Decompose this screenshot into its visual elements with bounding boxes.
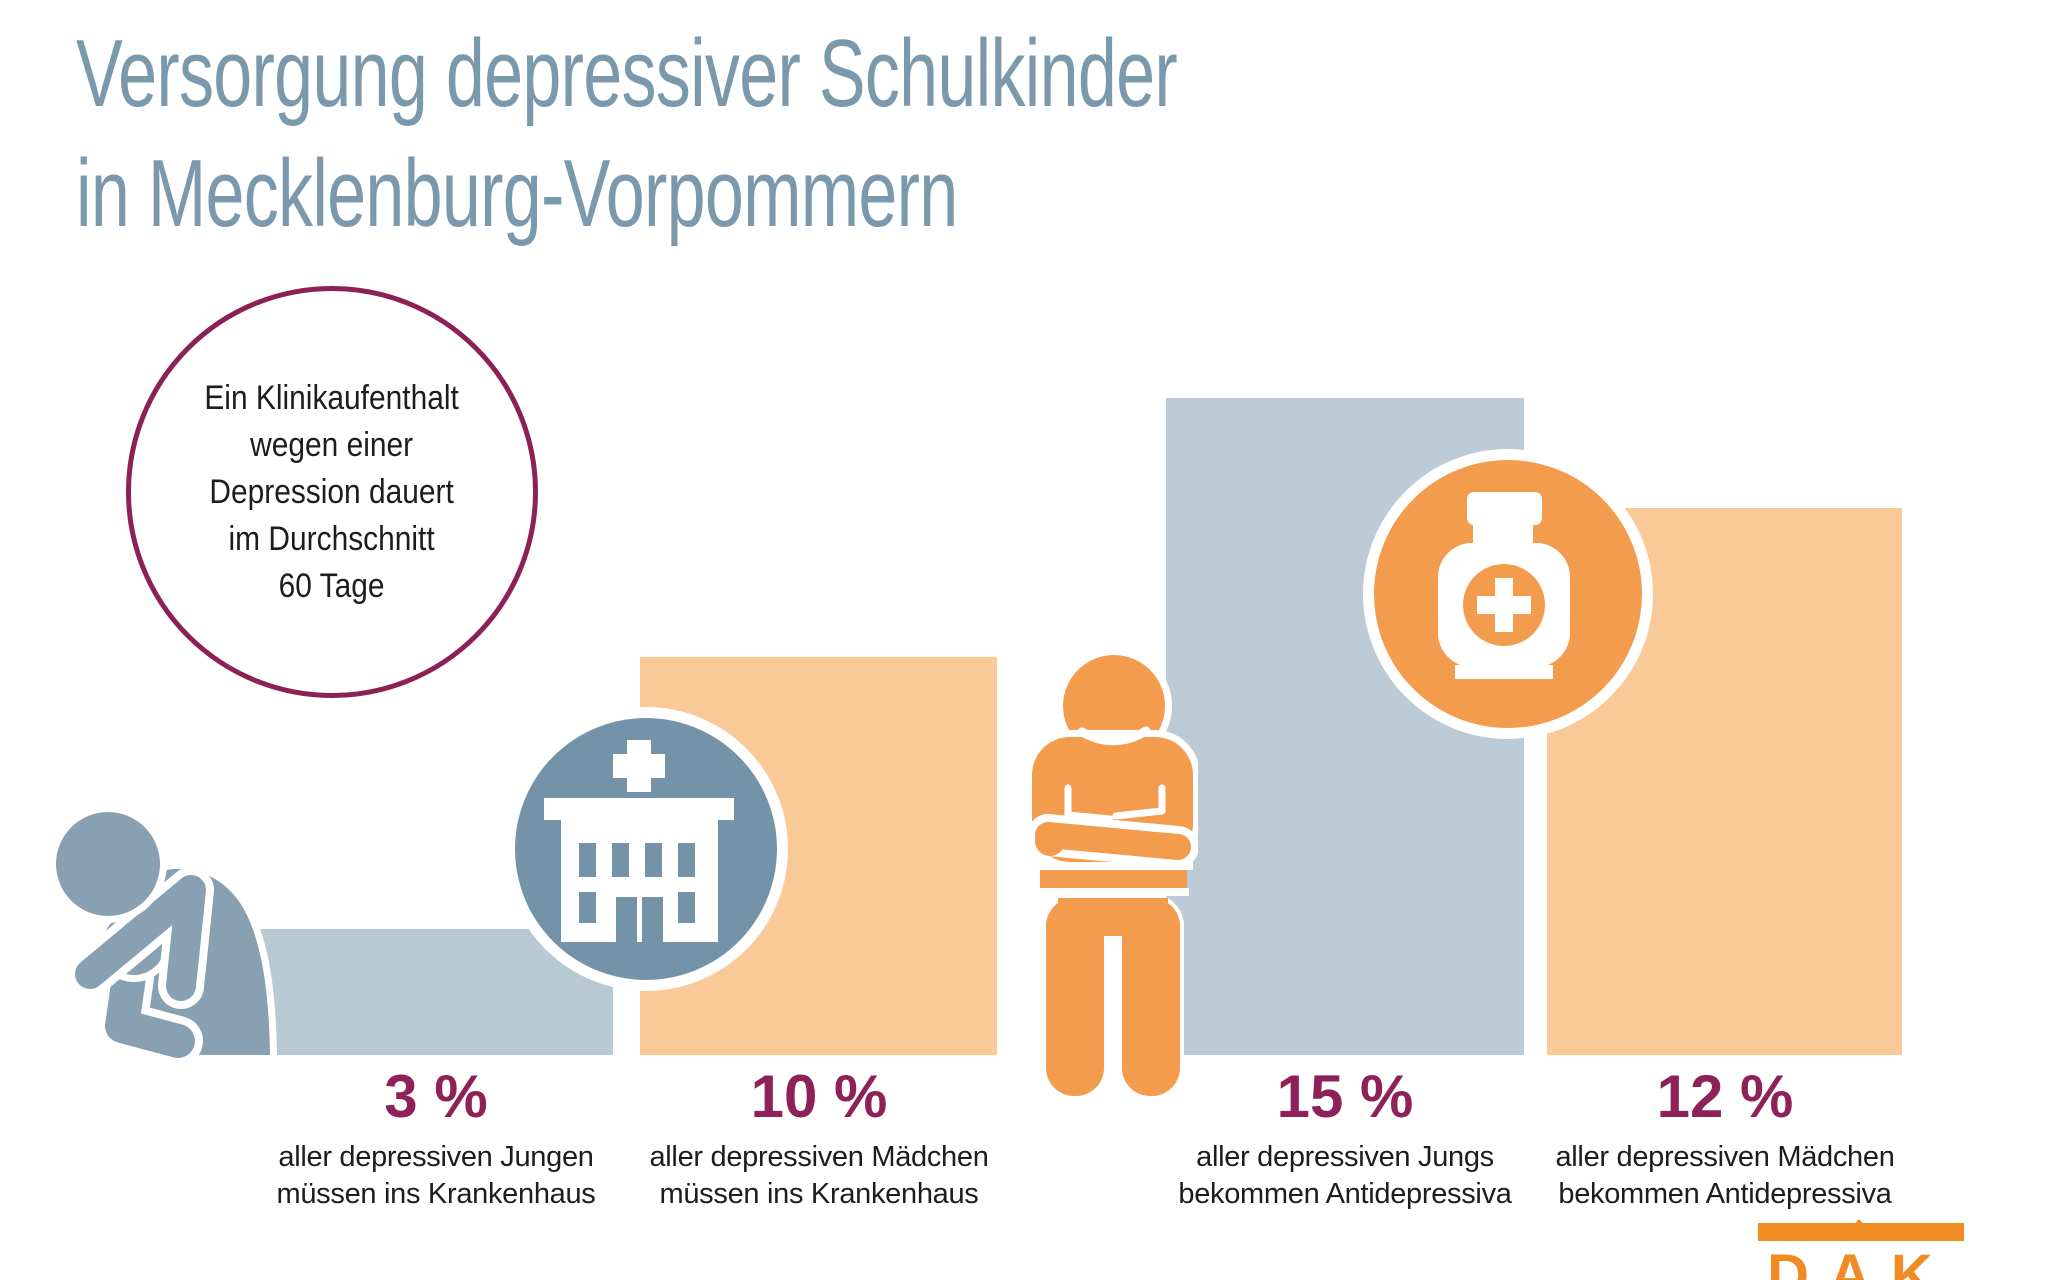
stat-meds-boys: 15 % aller depressiven Jungs bekommen An… <box>1125 1062 1565 1213</box>
stat-label: aller depressiven Mädchen müssen ins Kra… <box>649 1141 989 1210</box>
info-circle-text: Ein Klinikaufenthalt wegen einer Depress… <box>204 378 460 605</box>
medicine-bottle-icon <box>1438 492 1570 679</box>
sad-sitting-child-icon <box>49 812 278 1062</box>
sad-standing-child-icon <box>1028 653 1198 1098</box>
page-title-line2: in Mecklenburg-Vorpommern <box>76 140 958 247</box>
antidepressant-badge <box>1363 449 1653 739</box>
hospital-badge <box>504 707 788 991</box>
stat-value: 3 % <box>384 1063 488 1130</box>
stat-label: aller depressiven Jungen müssen ins Kran… <box>276 1141 596 1210</box>
dak-logo-text: DAK <box>1767 1243 1953 1280</box>
stat-value: 12 % <box>1656 1063 1794 1130</box>
dak-logo: DAK <box>1758 1219 1964 1280</box>
info-circle: Ein Klinikaufenthalt wegen einer Depress… <box>126 286 538 698</box>
stat-value: 10 % <box>750 1063 888 1130</box>
stat-meds-girls: 12 % aller depressiven Mädchen bekommen … <box>1505 1062 1945 1213</box>
hospital-building-icon <box>543 739 734 942</box>
stat-label: aller depressiven Mädchen bekommen Antid… <box>1555 1141 1895 1210</box>
stat-label: aller depressiven Jungs bekommen Antidep… <box>1178 1141 1512 1210</box>
stat-hospital-boys: 3 % aller depressiven Jungen müssen ins … <box>216 1062 656 1213</box>
stat-value: 15 % <box>1276 1063 1414 1130</box>
stat-hospital-girls: 10 % aller depressiven Mädchen müssen in… <box>599 1062 1039 1213</box>
page-title-line1: Versorgung depressiver Schulkinder <box>76 20 1178 127</box>
page-title: Versorgung depressiver Schulkinder in Me… <box>76 14 1178 254</box>
